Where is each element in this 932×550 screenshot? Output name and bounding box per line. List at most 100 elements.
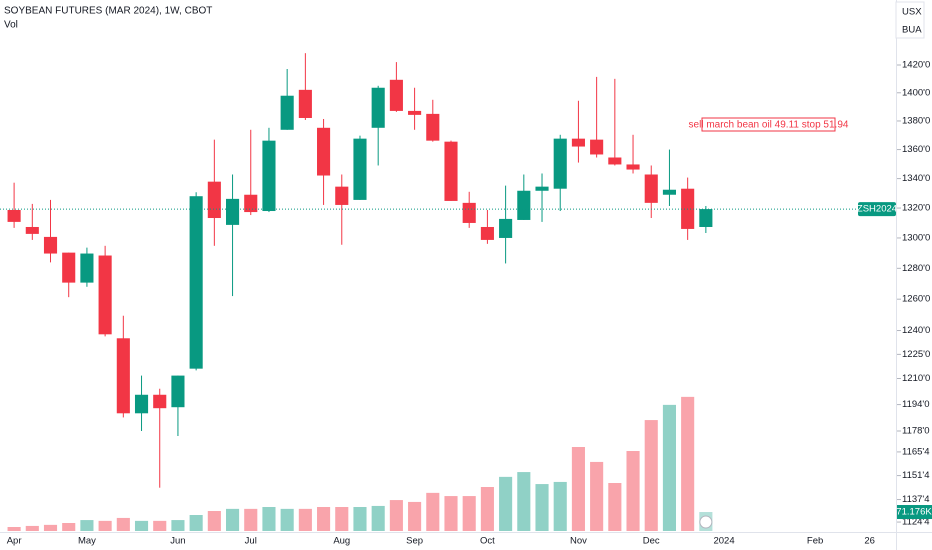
candle-body	[626, 164, 640, 170]
replay-icon	[699, 515, 713, 529]
candle-body	[426, 113, 440, 141]
candle-body	[480, 226, 494, 240]
candle-body	[444, 141, 458, 201]
y-tick-label: 1380'0	[902, 115, 930, 126]
y-tick-label: 1420'0	[902, 60, 930, 71]
unit-box	[895, 1, 925, 39]
volume-bar	[608, 483, 622, 531]
volume-bar	[517, 472, 531, 531]
y-tick-label: 1178'0	[902, 426, 930, 437]
volume-bar	[535, 484, 549, 531]
symbol-tag	[858, 202, 896, 217]
y-tick-label: 1137'4	[902, 494, 930, 505]
x-tick-label: Sep	[406, 536, 423, 547]
x-tick-label: May	[78, 536, 96, 547]
candle-body	[317, 127, 331, 176]
y-tick-label: 1194'0	[902, 399, 930, 410]
candle-body	[335, 186, 349, 205]
y-tick-label: 1225'0	[902, 349, 930, 360]
x-tick-label: 26	[864, 536, 875, 547]
volume-bar	[353, 507, 367, 531]
y-tick-label: 1280'0	[902, 263, 930, 274]
volume-bar	[153, 520, 167, 531]
candle-body	[590, 139, 604, 155]
volume-bar	[25, 525, 39, 531]
y-tick-label: 1240'0	[902, 325, 930, 336]
x-tick-label: Aug	[333, 536, 350, 547]
x-tick-label: Dec	[643, 536, 660, 547]
candle-body	[62, 252, 76, 283]
volume-bar	[280, 508, 294, 531]
volume-bar	[171, 520, 185, 531]
volume-bar	[426, 492, 440, 531]
volume-bar	[225, 508, 240, 531]
volume-bar	[462, 496, 476, 531]
candle-body	[353, 138, 367, 200]
x-tick-label: Feb	[807, 536, 823, 547]
candle-body	[608, 157, 622, 165]
candle-body	[262, 140, 276, 212]
unit-label: BUA	[902, 25, 922, 36]
candle-body	[371, 87, 385, 128]
annotation-box	[701, 117, 836, 132]
volume-bar	[389, 500, 403, 531]
annotation: sell march bean oil 49.11 stop 51.94	[689, 120, 849, 131]
volume-bar	[262, 507, 276, 531]
candle-body	[280, 95, 294, 130]
y-tick-label: 1400'0	[902, 87, 930, 98]
y-tick-label: 1260'0	[902, 294, 930, 305]
volume-bar	[335, 507, 349, 531]
candle-body	[244, 194, 258, 213]
volume-bar	[499, 476, 513, 531]
volume-bar	[371, 505, 385, 531]
x-tick-label: 2024	[713, 536, 734, 547]
volume-bar	[626, 451, 640, 531]
volume-bar	[189, 515, 203, 531]
y-tick-label: 1360'0	[902, 144, 930, 155]
candle-body	[116, 338, 130, 414]
volume-bar	[480, 487, 494, 531]
volume-tag	[897, 505, 932, 520]
candle-body	[499, 218, 513, 238]
candle-body	[462, 202, 476, 223]
candle-body	[25, 226, 39, 234]
volume-bar	[244, 508, 258, 531]
volume-bar	[644, 420, 658, 531]
candle-body	[153, 394, 167, 409]
candle-body	[517, 190, 531, 220]
candle-body	[171, 375, 185, 408]
volume-bar	[207, 511, 221, 531]
volume-bar	[116, 517, 130, 531]
candle-body	[644, 174, 658, 203]
candle-body	[80, 253, 94, 283]
symbol-label: ZSH2024	[857, 204, 897, 215]
volume-bar	[590, 461, 604, 531]
y-tick-label: 1151'4	[902, 470, 930, 481]
y-tick-label: 1165'4	[902, 446, 930, 457]
volume-bar	[571, 447, 585, 531]
candle-body	[43, 236, 58, 254]
candle-body	[207, 181, 221, 219]
candle-body	[571, 138, 585, 147]
candle-body	[389, 79, 403, 111]
volume-bar	[298, 508, 312, 531]
x-tick-label: Nov	[570, 536, 587, 547]
last-volume-label: 71.176K	[896, 507, 932, 518]
volume-bar	[7, 527, 21, 531]
candle-body	[98, 255, 112, 335]
chart-title: SOYBEAN FUTURES (MAR 2024), 1W, CBOT	[4, 6, 212, 17]
unit-label: USX	[902, 7, 922, 18]
volume-bar	[408, 501, 422, 531]
y-tick-label: 1210'0	[902, 373, 930, 384]
volume-bar	[681, 396, 695, 531]
y-tick-label: 1320'0	[902, 203, 930, 214]
y-tick-label: 1124'4	[902, 517, 930, 528]
y-tick-label: 1300'0	[902, 232, 930, 243]
candle-body	[553, 138, 567, 189]
volume-bar	[553, 481, 567, 531]
volume-bar	[80, 520, 94, 531]
candle-body	[699, 209, 713, 227]
candle-body	[535, 186, 549, 191]
volume-legend: Vol	[4, 20, 18, 31]
